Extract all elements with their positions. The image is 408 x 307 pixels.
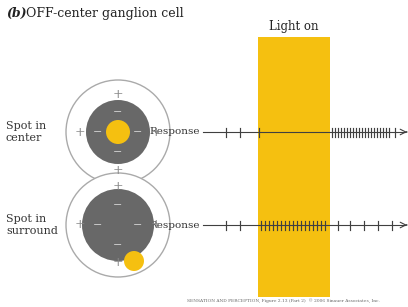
Text: −: − xyxy=(113,200,123,210)
Text: −: − xyxy=(113,240,123,250)
Text: +: + xyxy=(151,219,161,231)
Text: −: − xyxy=(113,147,123,157)
Text: +: + xyxy=(151,126,161,138)
Text: +: + xyxy=(75,126,85,138)
Text: (b): (b) xyxy=(6,7,27,20)
Text: Response: Response xyxy=(149,127,200,137)
Circle shape xyxy=(106,120,130,144)
Text: Response: Response xyxy=(149,220,200,230)
Text: −: − xyxy=(133,220,143,230)
Text: SENSATION AND PERCEPTION, Figure 2.13 (Part 2)  © 2006 Sinauer Associates, Inc.: SENSATION AND PERCEPTION, Figure 2.13 (P… xyxy=(187,298,380,303)
Text: −: − xyxy=(133,127,143,137)
Text: Spot in
center: Spot in center xyxy=(6,121,46,143)
Circle shape xyxy=(106,213,130,237)
Circle shape xyxy=(66,173,170,277)
Text: +: + xyxy=(113,181,123,193)
Text: −: − xyxy=(93,220,103,230)
Text: Spot in
surround: Spot in surround xyxy=(6,214,58,236)
Text: +: + xyxy=(113,87,123,100)
Circle shape xyxy=(66,80,170,184)
Text: −: − xyxy=(93,127,103,137)
Text: +: + xyxy=(113,257,123,270)
Text: Light on: Light on xyxy=(269,20,319,33)
Circle shape xyxy=(86,100,150,164)
Circle shape xyxy=(124,251,144,271)
Text: +: + xyxy=(75,219,85,231)
Bar xyxy=(258,37,330,297)
Circle shape xyxy=(82,189,154,261)
Text: −: − xyxy=(113,107,123,117)
Text: OFF-center ganglion cell: OFF-center ganglion cell xyxy=(18,7,184,20)
Text: +: + xyxy=(113,164,123,177)
